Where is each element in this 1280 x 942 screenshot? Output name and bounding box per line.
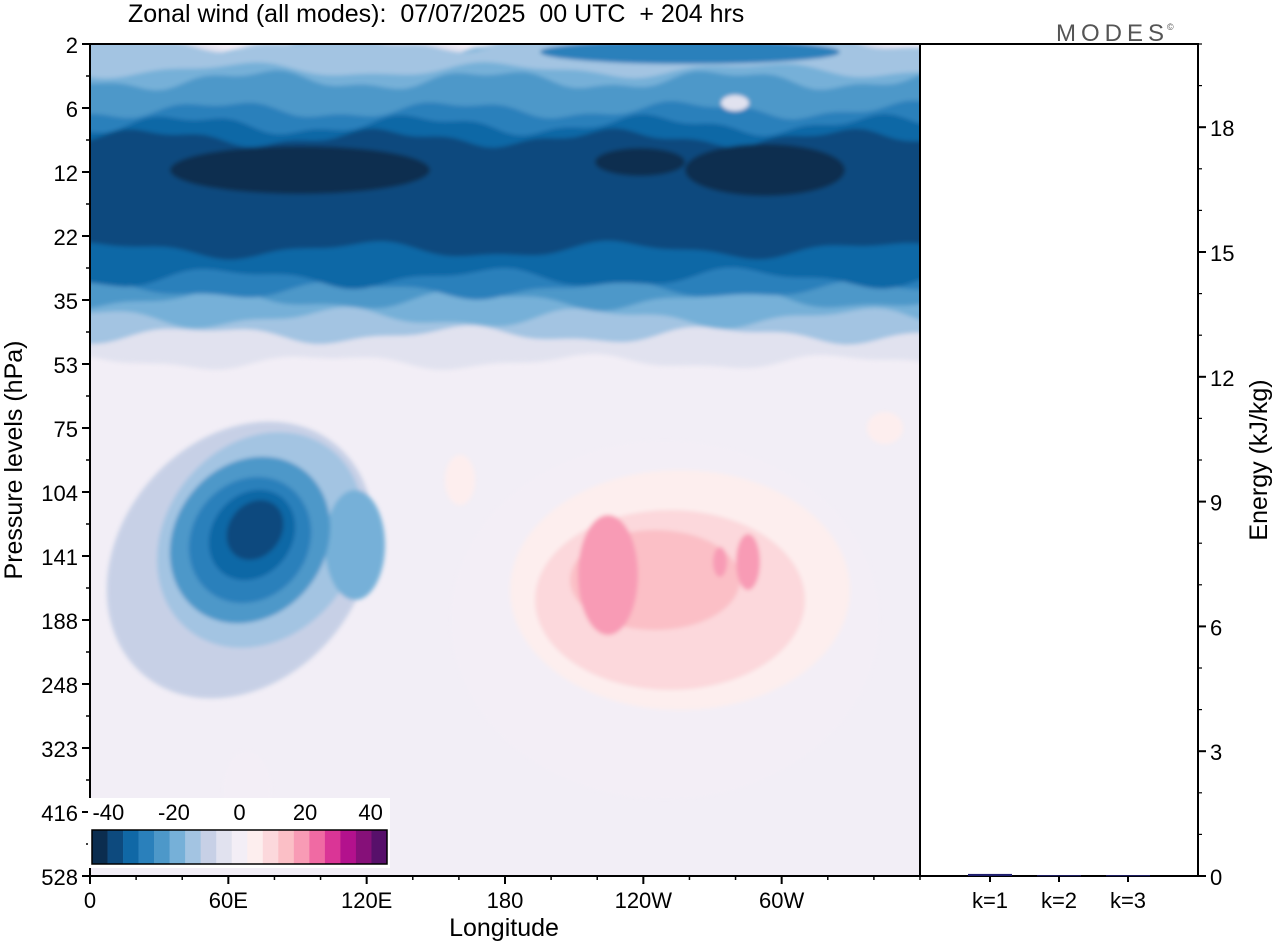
colorbar-tick-label: 20 <box>293 800 317 825</box>
colorbar-swatch <box>340 830 357 864</box>
energy-tick-label: 15 <box>1210 241 1234 266</box>
y-tick-label: 12 <box>54 161 78 186</box>
pressure-axis: 2 6 12 22 35 53 75 104 141 188 248 323 416 528 <box>41 33 90 890</box>
x-tick-label: 120E <box>341 888 392 913</box>
contour-region <box>721 95 749 111</box>
colorbar-swatch <box>216 830 233 864</box>
energy-tick-label: 3 <box>1210 740 1222 765</box>
energy-bar <box>1037 875 1081 877</box>
energy-bar <box>968 873 1012 876</box>
colorbar-swatch <box>231 830 248 864</box>
energy-bars: k=1 k=2 k=3 <box>968 873 1150 913</box>
contour-region <box>595 148 685 176</box>
colorbar-tick-label: 40 <box>358 800 382 825</box>
y-tick-label: 6 <box>66 97 78 122</box>
bar-category-label: k=2 <box>1041 888 1077 913</box>
modes-logo: MODES© <box>1056 20 1176 48</box>
y-tick-label: 528 <box>41 865 78 890</box>
x-tick-label: 120W <box>615 888 673 913</box>
energy-tick-label: 12 <box>1210 366 1234 391</box>
colorbar-swatch <box>123 830 139 864</box>
y-tick-label: 22 <box>54 225 78 250</box>
y-axis-label: Pressure levels (hPa) <box>0 341 28 580</box>
energy-tick-label: 0 <box>1210 865 1222 890</box>
colorbar-swatch <box>169 830 186 864</box>
colorbar-swatch <box>247 830 264 864</box>
colorbar-swatch <box>324 830 341 864</box>
colorbar: -40 -20 0 20 40 <box>88 798 390 868</box>
colorbar-swatch <box>278 830 295 864</box>
y-tick-label: 323 <box>41 737 78 762</box>
colorbar-tick-label: -40 <box>92 800 124 825</box>
energy-tick-label: 18 <box>1210 116 1234 141</box>
x-tick-label: 60E <box>209 888 248 913</box>
contour-region <box>540 44 840 64</box>
colorbar-frame <box>91 829 388 865</box>
y-tick-label: 75 <box>54 417 78 442</box>
energy-bar <box>1106 875 1150 877</box>
colorbar-swatch <box>107 830 124 864</box>
colorbar-swatch <box>355 830 372 864</box>
colorbar-swatch <box>185 830 201 864</box>
colorbar-swatch <box>200 830 217 864</box>
colorbar-tick-label: 0 <box>233 800 245 825</box>
colorbar-swatch <box>309 830 326 864</box>
bar-category-label: k=3 <box>1110 888 1146 913</box>
logo-text: MODES <box>1056 20 1170 47</box>
colorbar-swatch <box>92 830 108 864</box>
contour-region <box>226 500 284 560</box>
contour-region <box>685 144 845 196</box>
contour-region <box>713 547 727 577</box>
bar-category-label: k=1 <box>972 888 1008 913</box>
y-tick-label: 188 <box>41 609 78 634</box>
contour-region <box>736 534 760 590</box>
contour-region <box>445 455 475 505</box>
y-tick-label: 35 <box>54 289 78 314</box>
contour-region <box>867 412 903 444</box>
colorbar-swatch <box>262 830 279 864</box>
energy-tick-label: 9 <box>1210 491 1222 516</box>
contour-region <box>325 490 385 600</box>
x-axis-label: Longitude <box>449 914 559 942</box>
longitude-axis: 0 60E 120E 180 120W 60W <box>84 876 921 913</box>
chart-title: Zonal wind (all modes): 07/07/2025 00 UT… <box>128 0 745 28</box>
contour-region <box>170 146 430 194</box>
field-contours <box>90 44 920 830</box>
energy-axis: 0 3 6 9 12 15 18 <box>1198 43 1234 890</box>
y-tick-label: 104 <box>41 481 78 506</box>
colorbar-swatch <box>371 830 388 864</box>
colorbar-tick-label: -20 <box>158 800 190 825</box>
energy-tick-label: 6 <box>1210 615 1222 640</box>
colorbar-swatch <box>293 830 310 864</box>
y-tick-label: 416 <box>41 801 78 826</box>
x-tick-label: 60W <box>759 888 804 913</box>
y-tick-label: 248 <box>41 673 78 698</box>
energy-panel-frame <box>919 43 1199 877</box>
y-tick-label: 2 <box>66 33 78 58</box>
x-tick-label: 0 <box>84 888 96 913</box>
y-tick-label: 141 <box>41 545 78 570</box>
colorbar-swatch <box>138 830 155 864</box>
logo-copyright-mark: © <box>1167 22 1174 32</box>
energy-axis-label: Energy (kJ/kg) <box>1245 379 1273 540</box>
x-tick-label: 180 <box>487 888 524 913</box>
heatmap-field <box>90 44 920 876</box>
colorbar-swatch <box>154 830 170 864</box>
y-tick-label: 53 <box>54 353 78 378</box>
contour-region <box>578 515 638 635</box>
